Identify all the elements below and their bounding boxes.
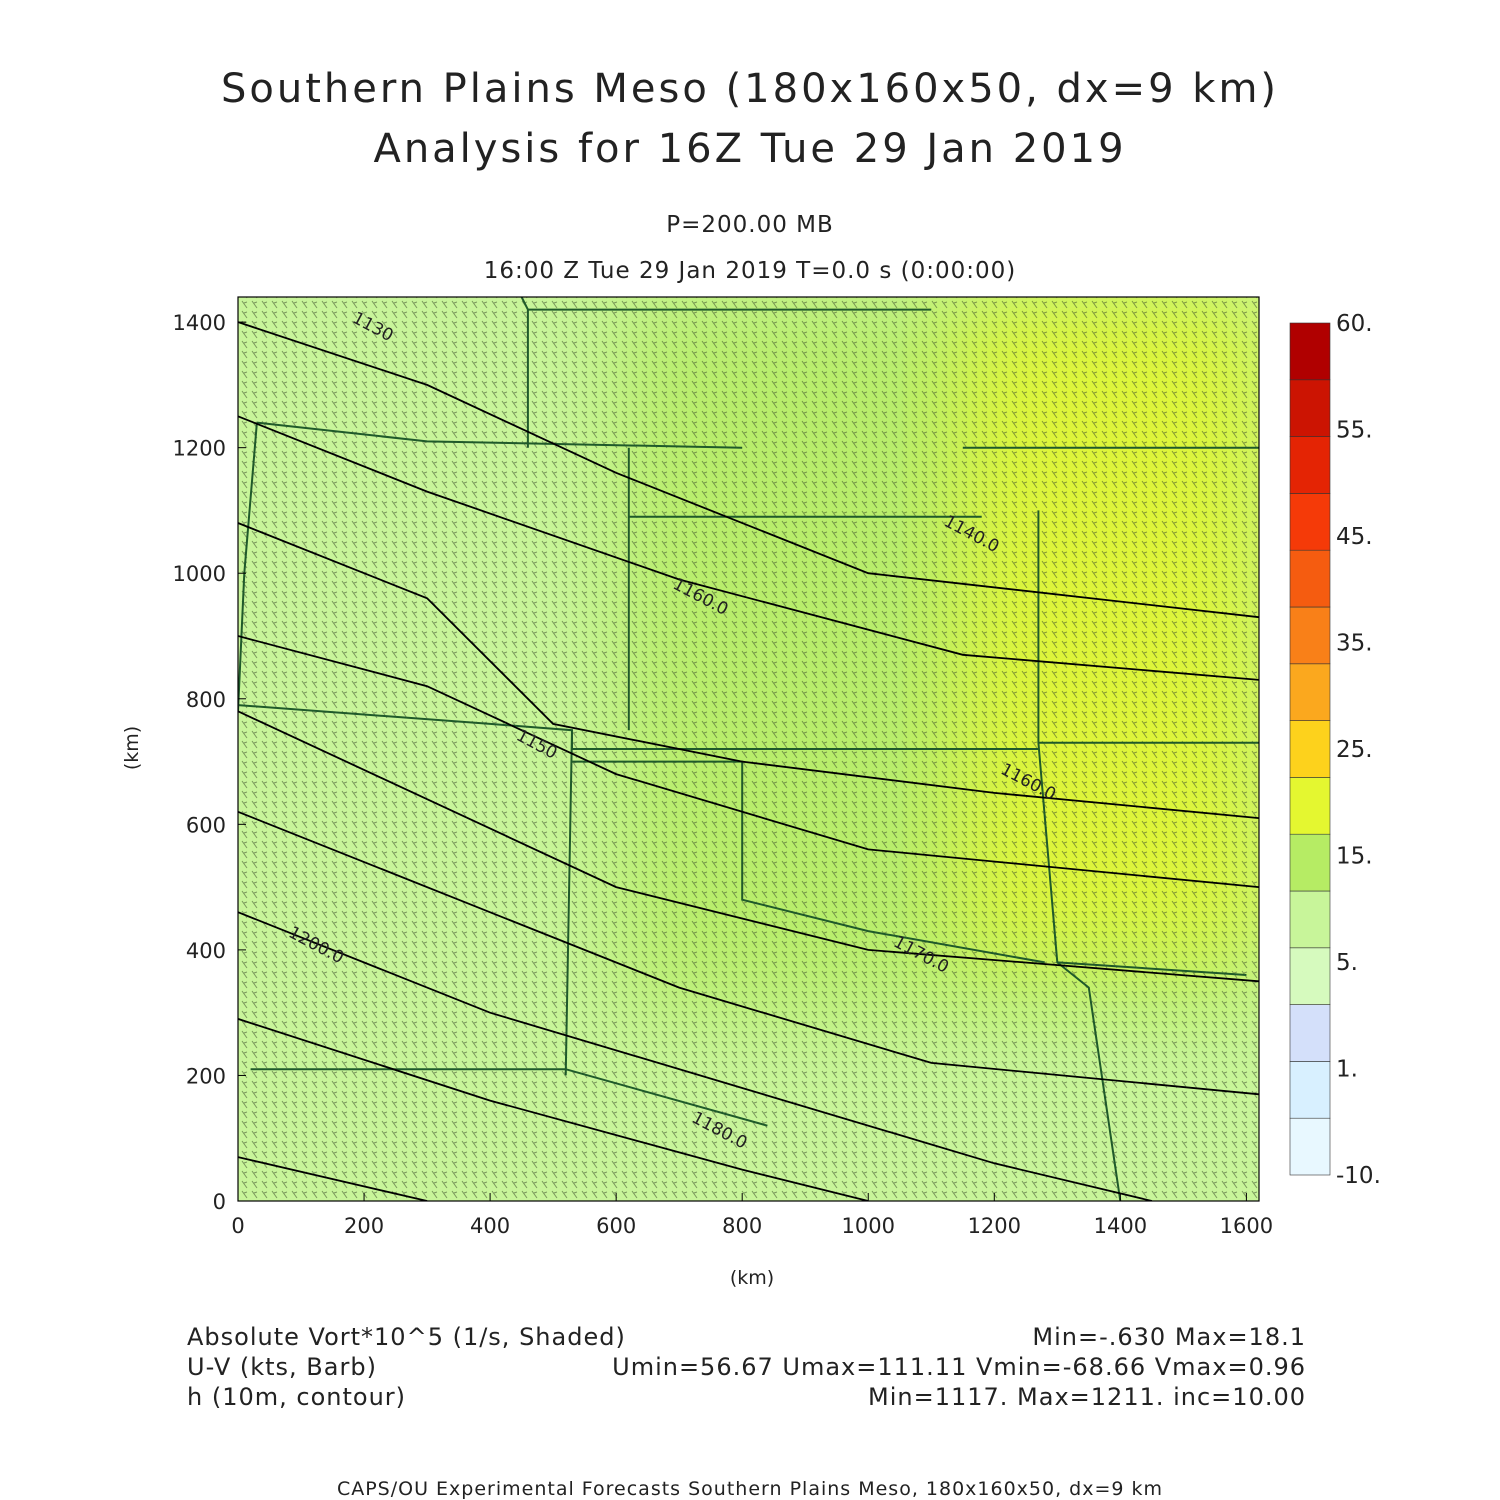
x-tick-label-7: 1400 [1094,1214,1147,1238]
y-tick-label-6: 1200 [173,437,226,461]
footer-stats-2: Umin=56.67 Umax=111.11 Vmin=-68.66 Vmax=… [612,1353,1306,1381]
y-tick-label-0: 0 [213,1190,226,1214]
colorbar-label-5: 15. [1336,844,1373,870]
valid-time: 16:00 Z Tue 29 Jan 2019 T=0.0 s (0:00:00… [483,258,1017,284]
x-tick-label-0: 0 [231,1214,244,1238]
colorbar-label-8: -10. [1336,1163,1381,1189]
state-border-6 [338,1068,768,1127]
x-tick-label-6: 1200 [968,1214,1021,1238]
y-tick-label-7: 1400 [173,311,226,335]
x-tick-label-8: 1600 [1220,1214,1273,1238]
x-tick-label-3: 600 [596,1214,636,1238]
colorbar-label-1: 55. [1336,418,1373,444]
footer-field-2: U-V (kts, Barb) [187,1353,377,1381]
y-tick-label-3: 600 [186,813,226,837]
pressure-level: P=200.00 MB [666,212,834,238]
colorbar-swatch-5 [1289,833,1331,892]
y-tick-label-1: 200 [186,1064,226,1088]
colorbar-label-0: 60. [1336,311,1373,337]
footer-field-1: Absolute Vort*10^5 (1/s, Shaded) [187,1323,626,1351]
colorbar-label-2: 45. [1336,524,1373,550]
footer-stats-1: Min=-.630 Max=18.1 [1032,1323,1306,1351]
x-tick-label-2: 400 [470,1214,510,1238]
colorbar: 60. 55. 45. 35. 25. 15. 5. 1. -10. [1289,311,1381,1189]
colorbar-swatch-13 [1289,379,1331,437]
colorbar-label-7: 1. [1336,1057,1358,1083]
chart-subtitle: Analysis for 16Z Tue 29 Jan 2019 [373,126,1127,172]
x-tick-label-1: 200 [344,1214,384,1238]
colorbar-swatch-14 [1289,322,1331,381]
colorbar-label-4: 25. [1336,737,1373,763]
y-tick-label-4: 800 [186,688,226,712]
colorbar-swatch-2 [1289,1004,1331,1062]
colorbar-swatch-0 [1289,1117,1331,1176]
colorbar-swatch-7 [1289,720,1331,778]
height-contour-0 [238,321,1259,619]
x-axis-label: (km) [730,1267,774,1289]
colorbar-swatch-9 [1289,606,1331,665]
colorbar-swatch-6 [1289,777,1331,835]
colorbar-swatch-1 [1289,1061,1331,1119]
height-contour-1 [238,415,1259,681]
colorbar-swatch-4 [1289,890,1331,949]
height-contour-4 [238,710,1259,983]
colorbar-swatch-10 [1289,549,1331,608]
state-border-5 [564,730,573,1076]
colorbar-swatch-8 [1289,663,1331,721]
state-border-10 [1057,961,1247,976]
plot-area: 11301140.01160.011501160.01170.01200.011… [121,296,1381,1289]
credit-line: CAPS/OU Experimental Forecasts Southern … [336,1478,1164,1500]
height-contour-6 [238,911,1153,1201]
height-contour-2 [238,522,1259,819]
state-border-1 [256,421,743,449]
height-contour-8 [238,1156,428,1201]
plot-frame [237,296,1260,1202]
colorbar-swatch-3 [1289,947,1331,1005]
height-contour-5 [238,810,1259,1096]
colorbar-swatch-12 [1289,436,1331,494]
colorbar-label-6: 5. [1336,950,1358,976]
height-contour-3 [238,635,1259,888]
chart-title: Southern Plains Meso (180x160x50, dx=9 k… [220,66,1280,112]
height-contour-7 [238,1018,869,1201]
x-tick-label-4: 800 [722,1214,762,1238]
y-tick-label-5: 1000 [173,562,226,586]
y-tick-label-2: 400 [186,939,226,963]
y-axis-label: (km) [121,726,143,770]
x-tick-label-5: 1000 [842,1214,895,1238]
colorbar-label-3: 35. [1336,631,1373,657]
footer-stats-3: Min=1117. Max=1211. inc=10.00 [868,1383,1306,1411]
colorbar-swatch-11 [1289,493,1331,551]
state-border-8 [572,760,1045,964]
footer-field-3: h (10m, contour) [187,1383,407,1411]
